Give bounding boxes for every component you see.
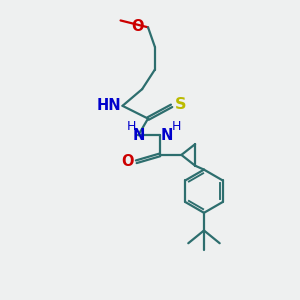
Text: N: N [133,128,146,143]
Text: HN: HN [97,98,122,113]
Text: H: H [172,120,181,133]
Text: O: O [132,19,144,34]
Text: O: O [121,154,133,169]
Text: S: S [175,98,186,112]
Text: H: H [127,120,136,133]
Text: N: N [161,128,173,143]
